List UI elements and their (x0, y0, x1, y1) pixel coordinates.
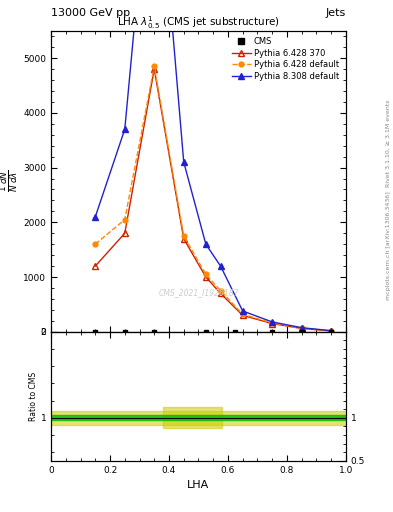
Bar (51, 411, 346, 424)
Text: mcplots.cern.ch [arXiv:1306.3436]: mcplots.cern.ch [arXiv:1306.3436] (386, 191, 391, 300)
Bar (163, 407, 222, 428)
Y-axis label: Ratio to CMS: Ratio to CMS (29, 372, 38, 421)
X-axis label: LHA: LHA (187, 480, 209, 490)
Title: LHA $\lambda^1_{0.5}$ (CMS jet substructure): LHA $\lambda^1_{0.5}$ (CMS jet substruct… (117, 14, 280, 31)
Text: CMS_2021_I1920187: CMS_2021_I1920187 (158, 288, 239, 297)
Bar (51, 415, 346, 420)
Text: Rivet 3.1.10, ≥ 3.1M events: Rivet 3.1.10, ≥ 3.1M events (386, 100, 391, 187)
Y-axis label: $\frac{1}{N}\frac{dN}{d\lambda}$: $\frac{1}{N}\frac{dN}{d\lambda}$ (0, 170, 20, 193)
Text: 13000 GeV pp: 13000 GeV pp (51, 8, 130, 18)
Text: Jets: Jets (325, 8, 346, 18)
Legend: CMS, Pythia 6.428 370, Pythia 6.428 default, Pythia 8.308 default: CMS, Pythia 6.428 370, Pythia 6.428 defa… (230, 35, 342, 83)
